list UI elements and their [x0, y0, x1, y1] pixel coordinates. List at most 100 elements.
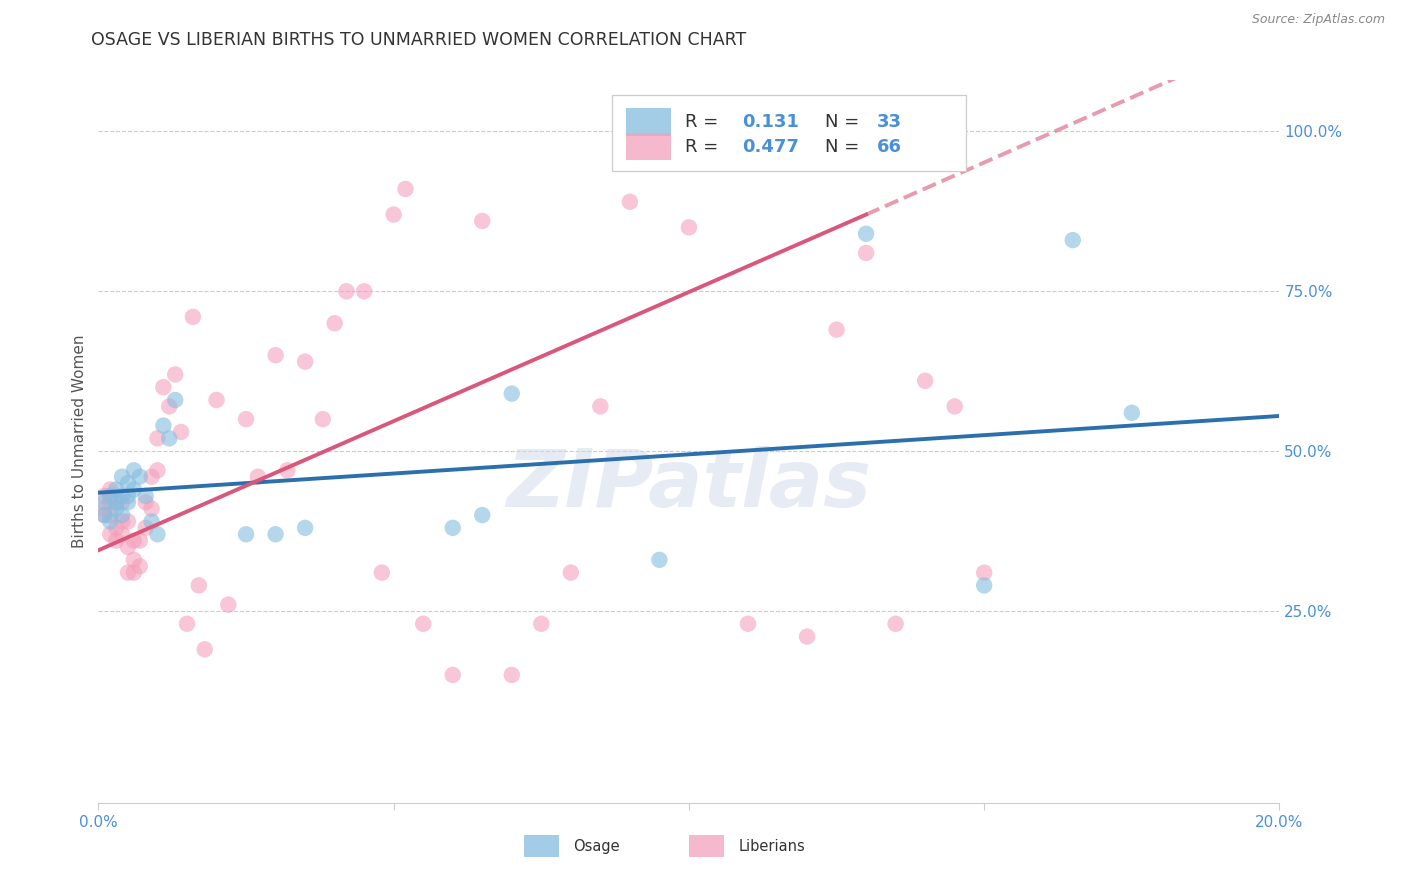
Point — [98, 489, 121, 503]
Point — [353, 285, 375, 299]
Bar — [626, 109, 671, 136]
Y-axis label: Births to Unmarried Women: Births to Unmarried Women — [72, 334, 87, 549]
Point — [98, 527, 121, 541]
Point — [135, 521, 157, 535]
Point — [93, 508, 115, 522]
Text: 0.131: 0.131 — [742, 113, 799, 131]
Point — [122, 483, 145, 497]
Point — [111, 515, 134, 529]
Point — [135, 489, 157, 503]
Point — [93, 489, 115, 503]
Point — [441, 521, 464, 535]
Point — [146, 527, 169, 541]
Point — [117, 489, 139, 503]
Point — [246, 469, 269, 483]
Point — [152, 418, 174, 433]
Point — [1062, 233, 1084, 247]
Point — [117, 495, 139, 509]
Point — [165, 368, 187, 382]
Text: 66: 66 — [877, 137, 901, 156]
Bar — [626, 133, 671, 161]
Point — [122, 463, 145, 477]
Point — [122, 566, 145, 580]
Point — [855, 227, 877, 241]
Point — [276, 463, 298, 477]
Point — [111, 469, 134, 483]
Point — [98, 495, 121, 509]
Point — [105, 521, 128, 535]
Text: OSAGE VS LIBERIAN BIRTHS TO UNMARRIED WOMEN CORRELATION CHART: OSAGE VS LIBERIAN BIRTHS TO UNMARRIED WO… — [91, 31, 747, 49]
Point — [117, 476, 139, 491]
Point — [1121, 406, 1143, 420]
Point — [93, 508, 115, 522]
Point — [194, 642, 217, 657]
Point — [128, 533, 150, 548]
Point — [560, 566, 582, 580]
Point — [530, 616, 553, 631]
Point — [382, 208, 405, 222]
Point — [141, 515, 163, 529]
Bar — [689, 835, 724, 857]
Point — [264, 527, 287, 541]
Point — [471, 214, 494, 228]
Point — [187, 578, 209, 592]
Point — [165, 392, 187, 407]
Text: Osage: Osage — [574, 838, 620, 854]
Point — [111, 489, 134, 503]
Point — [394, 182, 416, 196]
Point — [170, 425, 193, 439]
Point — [98, 508, 121, 522]
Text: ZIPatlas: ZIPatlas — [506, 446, 872, 524]
Point — [312, 412, 335, 426]
Bar — [523, 835, 560, 857]
Point — [117, 566, 139, 580]
Point — [825, 323, 848, 337]
Point — [111, 495, 134, 509]
Point — [157, 431, 180, 445]
Point — [146, 431, 169, 445]
Point — [98, 515, 121, 529]
Point — [973, 566, 995, 580]
Point — [501, 386, 523, 401]
Point — [152, 380, 174, 394]
Point — [371, 566, 394, 580]
Point — [157, 400, 180, 414]
Point — [146, 463, 169, 477]
FancyBboxPatch shape — [612, 95, 966, 170]
Point — [619, 194, 641, 209]
Point — [648, 553, 671, 567]
Point — [105, 495, 128, 509]
Text: 33: 33 — [877, 113, 901, 131]
Point — [441, 668, 464, 682]
Point — [117, 515, 139, 529]
Point — [294, 354, 316, 368]
Point — [93, 501, 115, 516]
Point — [884, 616, 907, 631]
Point — [122, 553, 145, 567]
Point — [737, 616, 759, 631]
Point — [111, 508, 134, 522]
Text: Liberians: Liberians — [738, 838, 806, 854]
Point — [501, 668, 523, 682]
Point — [111, 527, 134, 541]
Point — [335, 285, 357, 299]
Point — [117, 540, 139, 554]
Point — [264, 348, 287, 362]
Point — [589, 400, 612, 414]
Point — [135, 495, 157, 509]
Point — [471, 508, 494, 522]
Point — [235, 412, 257, 426]
Point — [105, 495, 128, 509]
Point — [678, 220, 700, 235]
Point — [323, 316, 346, 330]
Point — [105, 501, 128, 516]
Text: R =: R = — [685, 113, 718, 131]
Point — [128, 559, 150, 574]
Point — [914, 374, 936, 388]
Text: N =: N = — [825, 137, 859, 156]
Point — [412, 616, 434, 631]
Point — [181, 310, 204, 324]
Point — [105, 483, 128, 497]
Point — [235, 527, 257, 541]
Point — [294, 521, 316, 535]
